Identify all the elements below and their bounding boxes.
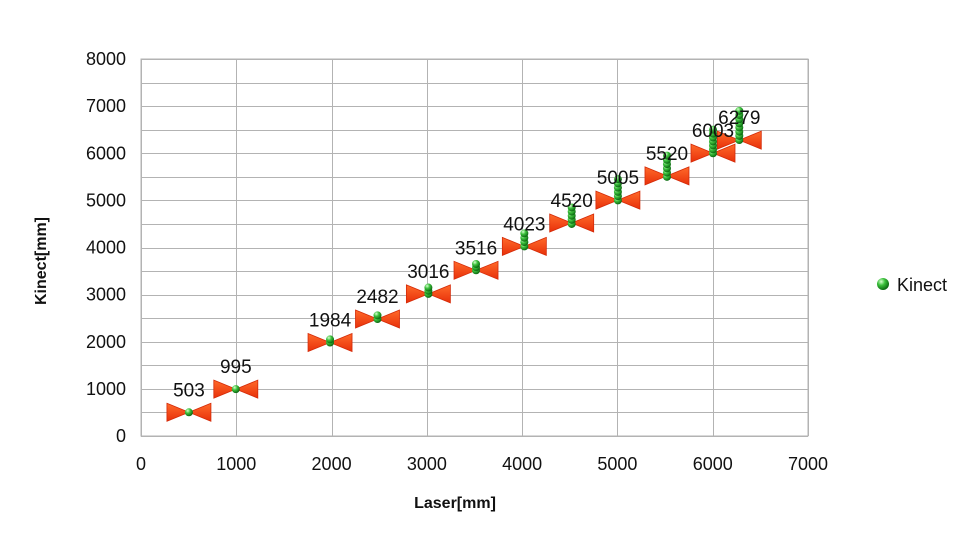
bowtie-marker <box>166 402 212 422</box>
data-label: 4023 <box>503 214 545 235</box>
data-label: 3016 <box>407 262 449 283</box>
bowtie-marker <box>453 260 499 280</box>
x-tick-label: 0 <box>136 454 146 474</box>
data-point <box>613 175 622 184</box>
y-tick-label: 4000 <box>86 238 126 258</box>
data-point <box>326 335 335 344</box>
data-label: 5005 <box>597 168 639 189</box>
grid <box>141 59 809 437</box>
legend-marker-kinect <box>877 278 889 290</box>
data-label: 995 <box>220 357 252 378</box>
bowtie-marker <box>213 379 259 399</box>
x-axis-ticks: 0 1000 2000 3000 4000 5000 6000 7000 <box>136 454 828 474</box>
data-label: 3516 <box>455 238 497 259</box>
x-tick-label: 6000 <box>693 454 733 474</box>
x-tick-label: 4000 <box>502 454 542 474</box>
y-tick-label: 7000 <box>86 96 126 116</box>
y-tick-label: 6000 <box>86 143 126 163</box>
plot-area <box>140 58 809 437</box>
data-label: 2482 <box>356 287 398 308</box>
x-tick-label: 5000 <box>597 454 637 474</box>
data-label: 1984 <box>309 311 352 332</box>
y-axis-ticks: 0 1000 2000 3000 4000 5000 6000 7000 8000 <box>86 49 126 446</box>
data-point <box>520 229 529 238</box>
data-point <box>424 283 433 292</box>
data-point <box>184 408 193 417</box>
x-tick-label: 7000 <box>788 454 828 474</box>
y-tick-label: 0 <box>116 426 126 446</box>
x-tick-label: 3000 <box>407 454 447 474</box>
x-tick-label: 1000 <box>216 454 256 474</box>
bowtie-marker <box>716 130 762 150</box>
data-label: 503 <box>173 380 205 401</box>
bowtie-marker <box>355 309 400 329</box>
x-tick-label: 2000 <box>312 454 352 474</box>
plot-frame <box>140 58 809 437</box>
data-point <box>472 259 481 268</box>
data-point <box>567 203 576 212</box>
data-label: 6279 <box>718 108 760 129</box>
kinect-series <box>184 106 744 417</box>
legend-label-kinect: Kinect <box>897 275 947 295</box>
data-point <box>735 106 744 115</box>
y-tick-label: 1000 <box>86 379 126 399</box>
reference-markers <box>166 130 762 422</box>
data-label: 6003 <box>692 121 734 142</box>
y-tick-label: 3000 <box>86 285 126 305</box>
data-label: 5520 <box>646 144 688 165</box>
y-tick-label: 2000 <box>86 332 126 352</box>
data-point <box>373 311 382 320</box>
y-tick-label: 8000 <box>86 49 126 69</box>
bowtie-marker <box>595 190 641 210</box>
y-tick-label: 5000 <box>86 190 126 210</box>
data-point <box>709 125 718 134</box>
data-label: 4520 <box>551 191 593 212</box>
y-axis-title: Kinect[mm] <box>33 217 50 305</box>
bowtie-marker <box>690 143 736 163</box>
data-point <box>231 385 240 394</box>
x-axis-title: Laser[mm] <box>414 495 496 512</box>
data-point <box>662 151 671 160</box>
legend: Kinect <box>877 275 947 295</box>
